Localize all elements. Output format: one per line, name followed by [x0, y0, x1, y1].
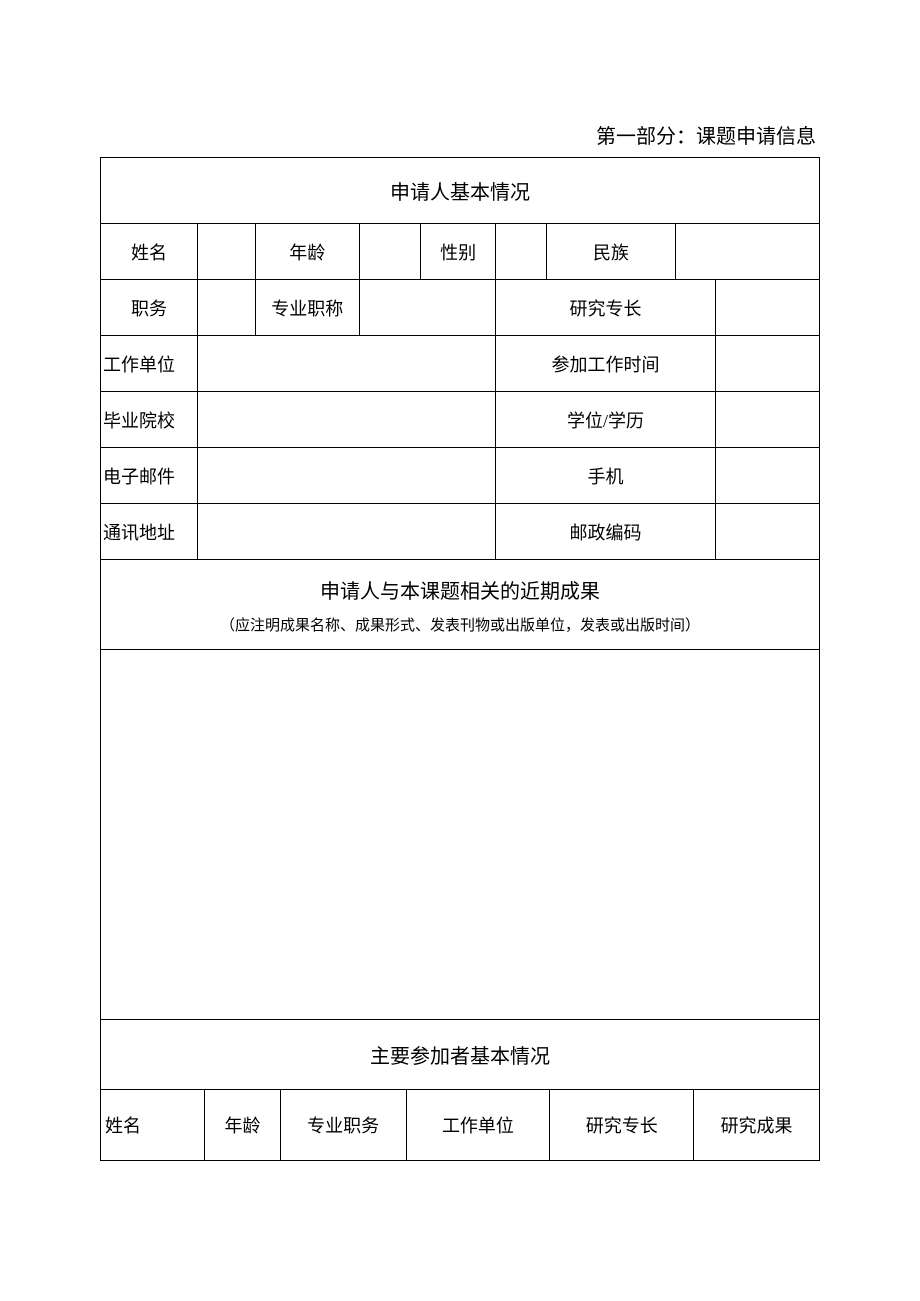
page-title: 第一部分：课题申请信息	[100, 120, 820, 149]
application-form-table: 申请人基本情况 姓名 年龄 性别 民族 职务 专业职称 研究专长 工作单位 参加…	[100, 157, 820, 1090]
email-value	[198, 448, 496, 504]
participant-specialty-label: 研究专长	[550, 1090, 694, 1160]
section3-header: 主要参加者基本情况	[101, 1020, 820, 1090]
achievements-sub-title: （应注明成果名称、成果形式、发表刊物或出版单位，发表或出版时间）	[101, 614, 819, 635]
address-label: 通讯地址	[101, 504, 198, 560]
workplace-label: 工作单位	[101, 336, 198, 392]
name-label: 姓名	[101, 224, 198, 280]
row-school: 毕业院校 学位/学历	[101, 392, 820, 448]
achievements-header: 申请人与本课题相关的近期成果 （应注明成果名称、成果形式、发表刊物或出版单位，发…	[101, 560, 820, 650]
worktime-value	[715, 336, 819, 392]
title-label: 专业职称	[255, 280, 359, 336]
position-label: 职务	[101, 280, 198, 336]
row-name: 姓名 年龄 性别 民族	[101, 224, 820, 280]
age-label: 年龄	[255, 224, 359, 280]
postal-label: 邮政编码	[496, 504, 715, 560]
achievements-main-title: 申请人与本课题相关的近期成果	[101, 575, 819, 604]
participants-table: 姓名 年龄 专业职务 工作单位 研究专长 研究成果	[100, 1090, 820, 1161]
workplace-value	[198, 336, 496, 392]
participant-title-label: 专业职务	[280, 1090, 406, 1160]
participant-age-label: 年龄	[205, 1090, 280, 1160]
degree-value	[715, 392, 819, 448]
phone-label: 手机	[496, 448, 715, 504]
section3-header-row: 主要参加者基本情况	[101, 1020, 820, 1090]
achievements-content	[101, 650, 820, 1020]
participant-name-label: 姓名	[101, 1090, 205, 1160]
ethnicity-label: 民族	[546, 224, 675, 280]
achievements-content-row	[101, 650, 820, 1020]
phone-value	[715, 448, 819, 504]
row-address: 通讯地址 邮政编码	[101, 504, 820, 560]
address-value	[198, 504, 496, 560]
row-position: 职务 专业职称 研究专长	[101, 280, 820, 336]
school-value	[198, 392, 496, 448]
achievements-header-row: 申请人与本课题相关的近期成果 （应注明成果名称、成果形式、发表刊物或出版单位，发…	[101, 560, 820, 650]
ethnicity-value	[676, 224, 820, 280]
age-value	[359, 224, 420, 280]
name-value	[198, 224, 256, 280]
gender-label: 性别	[420, 224, 495, 280]
gender-value	[496, 224, 546, 280]
worktime-label: 参加工作时间	[496, 336, 715, 392]
row-workplace: 工作单位 参加工作时间	[101, 336, 820, 392]
position-value	[198, 280, 256, 336]
school-label: 毕业院校	[101, 392, 198, 448]
specialty-value	[715, 280, 819, 336]
participant-workplace-label: 工作单位	[406, 1090, 550, 1160]
title-value	[359, 280, 496, 336]
postal-value	[715, 504, 819, 560]
specialty-label: 研究专长	[496, 280, 715, 336]
participant-achievement-label: 研究成果	[694, 1090, 820, 1160]
section1-header-row: 申请人基本情况	[101, 158, 820, 224]
degree-label: 学位/学历	[496, 392, 715, 448]
section1-header: 申请人基本情况	[101, 158, 820, 224]
row-email: 电子邮件 手机	[101, 448, 820, 504]
participants-header-row: 姓名 年龄 专业职务 工作单位 研究专长 研究成果	[101, 1090, 820, 1160]
email-label: 电子邮件	[101, 448, 198, 504]
